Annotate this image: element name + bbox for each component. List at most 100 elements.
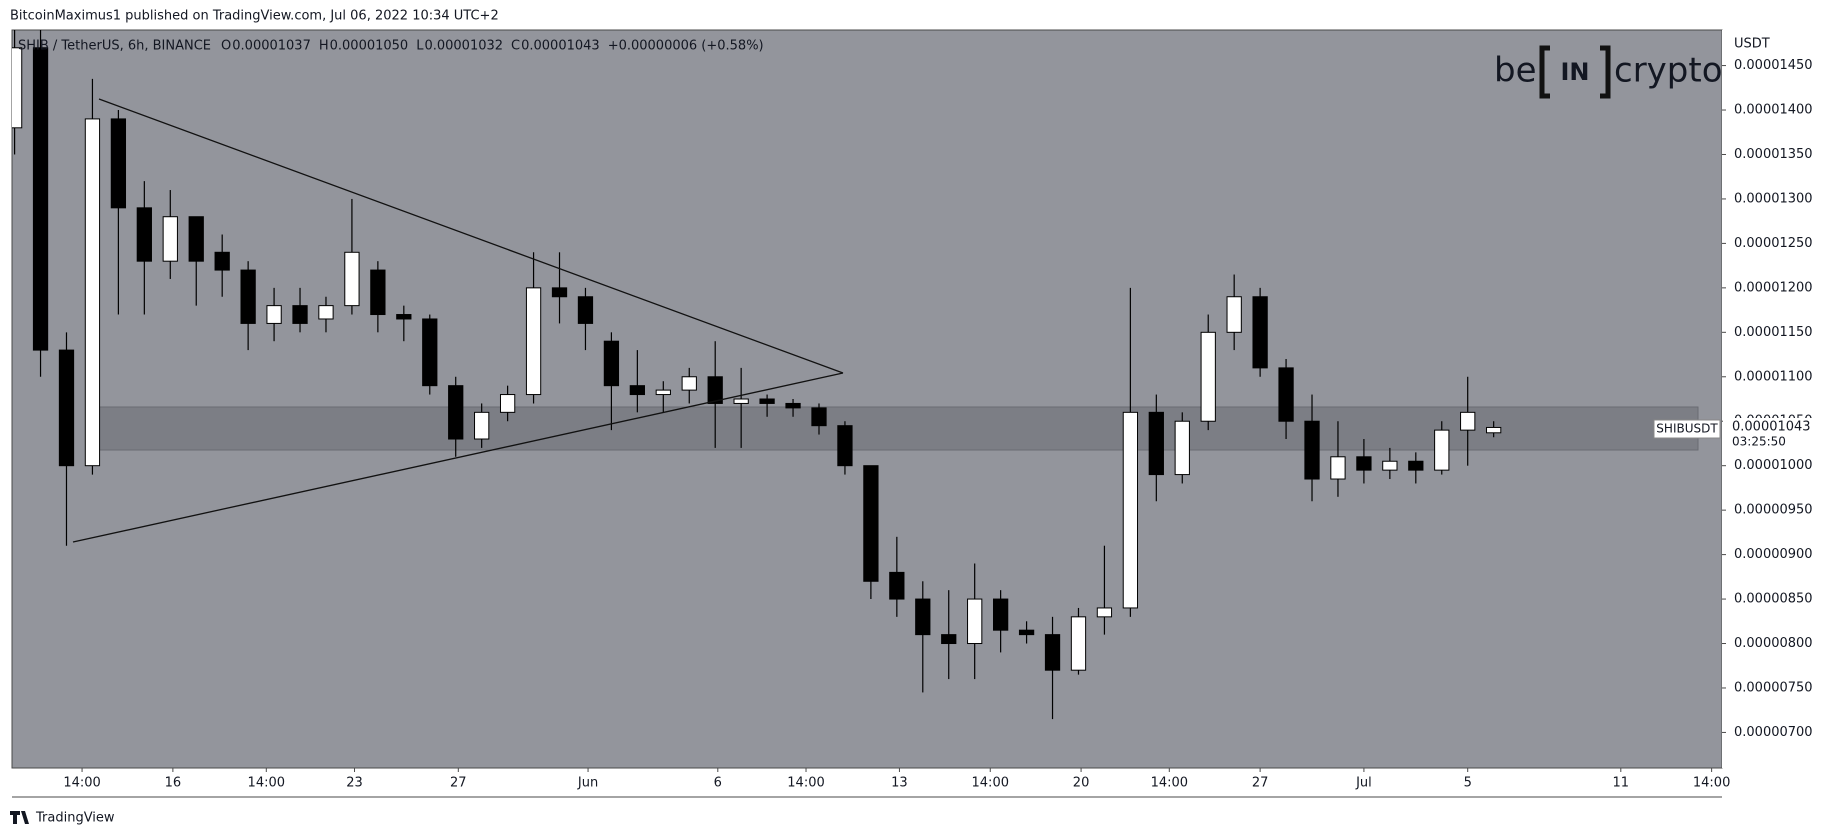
candle-body — [1382, 460, 1398, 471]
x-tick-label: Jul — [1355, 776, 1372, 791]
x-tick-label: 14:00 — [248, 776, 285, 791]
candle-body — [136, 207, 152, 262]
candle-body — [32, 47, 49, 351]
ohlc-value: 0.00001032 — [424, 39, 503, 54]
y-tick-label: 0.00001450 — [1734, 58, 1813, 73]
candle-body — [915, 598, 931, 636]
y-tick-label: 0.00000900 — [1734, 547, 1813, 562]
candle-body — [655, 389, 671, 396]
candle-body — [1460, 411, 1476, 431]
publisher-line: BitcoinMaximus1 published on TradingView… — [10, 9, 499, 24]
candle-body — [448, 385, 464, 440]
x-tick-label: 14:00 — [787, 776, 824, 791]
price-label-symbol: SHIBUSDT — [1656, 422, 1718, 436]
ohlc-key: L — [416, 39, 424, 54]
y-tick-label: 0.00001350 — [1734, 147, 1813, 162]
candle-body — [12, 47, 23, 129]
candle-body — [1200, 331, 1216, 422]
candle-body — [266, 305, 282, 324]
x-tick-label: 27 — [1252, 776, 1269, 791]
candle-body — [162, 216, 178, 262]
candle-body — [110, 118, 127, 209]
candle-body — [422, 318, 438, 387]
candle-body — [474, 411, 490, 440]
plot-area — [11, 29, 1723, 769]
x-tick-label: 14:00 — [1693, 776, 1730, 791]
x-tick-label: 14:00 — [1151, 776, 1188, 791]
candle-body — [967, 598, 983, 645]
candle-body — [1174, 420, 1190, 476]
candle-body — [1096, 607, 1113, 618]
candle-body — [1356, 456, 1372, 471]
price-label: SHIBUSDT 0.00001043 03:25:50 — [1653, 418, 1823, 450]
support-zone — [86, 406, 1699, 451]
candle-body — [863, 465, 879, 582]
y-tick-label: 0.00001300 — [1734, 191, 1813, 206]
candle-body — [188, 216, 204, 262]
candle-body — [577, 296, 594, 324]
ohlc-key: O — [221, 39, 231, 54]
ohlc-value: 0.00001037 — [232, 39, 311, 54]
x-tick-label: Jun — [577, 776, 598, 791]
ohlc-value: 0.00001043 — [521, 39, 600, 54]
ohlc-change: +0.00000006 (+0.58%) — [608, 39, 764, 54]
candle-body — [733, 398, 749, 404]
y-tick-label: 0.00000850 — [1734, 592, 1813, 607]
x-tick-label: 14:00 — [63, 776, 100, 791]
candle-body — [318, 305, 334, 320]
ohlc-key: H — [319, 39, 329, 54]
x-tick-label: 5 — [1464, 776, 1472, 791]
y-tick-label: 0.00001100 — [1734, 369, 1813, 384]
y-tick-label: 0.00001200 — [1734, 280, 1813, 295]
price-label-price: 0.00001043 — [1732, 420, 1811, 435]
y-tick-label: 0.00001000 — [1734, 458, 1813, 473]
x-tick-label: 20 — [1073, 776, 1090, 791]
symbol-header: SHIB / TetherUS, 6h, BINANCE O 0.00001037… — [18, 39, 764, 54]
triangle-lower-line — [72, 372, 844, 543]
x-tick-label: 27 — [450, 776, 467, 791]
logo-left: be — [1494, 51, 1537, 91]
candle-body — [681, 376, 697, 391]
y-tick-label: 0.00001250 — [1734, 236, 1813, 251]
candle-body — [759, 398, 775, 404]
y-tick-label: 0.00000950 — [1734, 503, 1813, 518]
candle-body — [1122, 411, 1139, 609]
candle-body — [1148, 411, 1164, 476]
x-tick-label: 6 — [714, 776, 722, 791]
footer-text: TradingView — [35, 811, 115, 826]
logo-middle: IN — [1560, 58, 1589, 86]
candle-body — [1252, 296, 1268, 369]
candle-body — [214, 251, 230, 271]
candle-body — [525, 287, 542, 396]
footer-icon — [10, 811, 29, 824]
y-axis: 0.00000700 0.00000750 0.00000800 0.00000850… — [1722, 58, 1813, 740]
logo-brackets — [1539, 45, 1611, 99]
y-tick-label: 0.00001400 — [1734, 103, 1813, 118]
candle-body — [551, 287, 568, 298]
candle-body — [344, 251, 360, 307]
candle-body — [1408, 460, 1424, 471]
candle-body — [1486, 426, 1502, 434]
price-label-box — [1723, 418, 1823, 450]
ohlc-value: 0.00001050 — [330, 39, 409, 54]
candle-body — [1330, 456, 1346, 480]
candle-body — [370, 269, 386, 316]
candle-body — [292, 305, 308, 324]
candle-body — [785, 402, 801, 409]
candle-body — [1044, 634, 1061, 671]
ohlc-key: C — [511, 39, 520, 54]
candle-body — [837, 425, 853, 467]
candle-body — [240, 269, 256, 324]
x-tick-label: 14:00 — [972, 776, 1009, 791]
y-tick-label: 0.00000700 — [1734, 725, 1813, 740]
candle-body — [941, 634, 957, 645]
candle-body — [1070, 616, 1087, 671]
candle-body — [58, 349, 75, 467]
logo: be IN crypto — [1494, 45, 1723, 99]
triangle-upper-line — [98, 98, 844, 374]
y-tick-label: 0.00001150 — [1734, 325, 1813, 340]
candle-body — [629, 385, 645, 396]
